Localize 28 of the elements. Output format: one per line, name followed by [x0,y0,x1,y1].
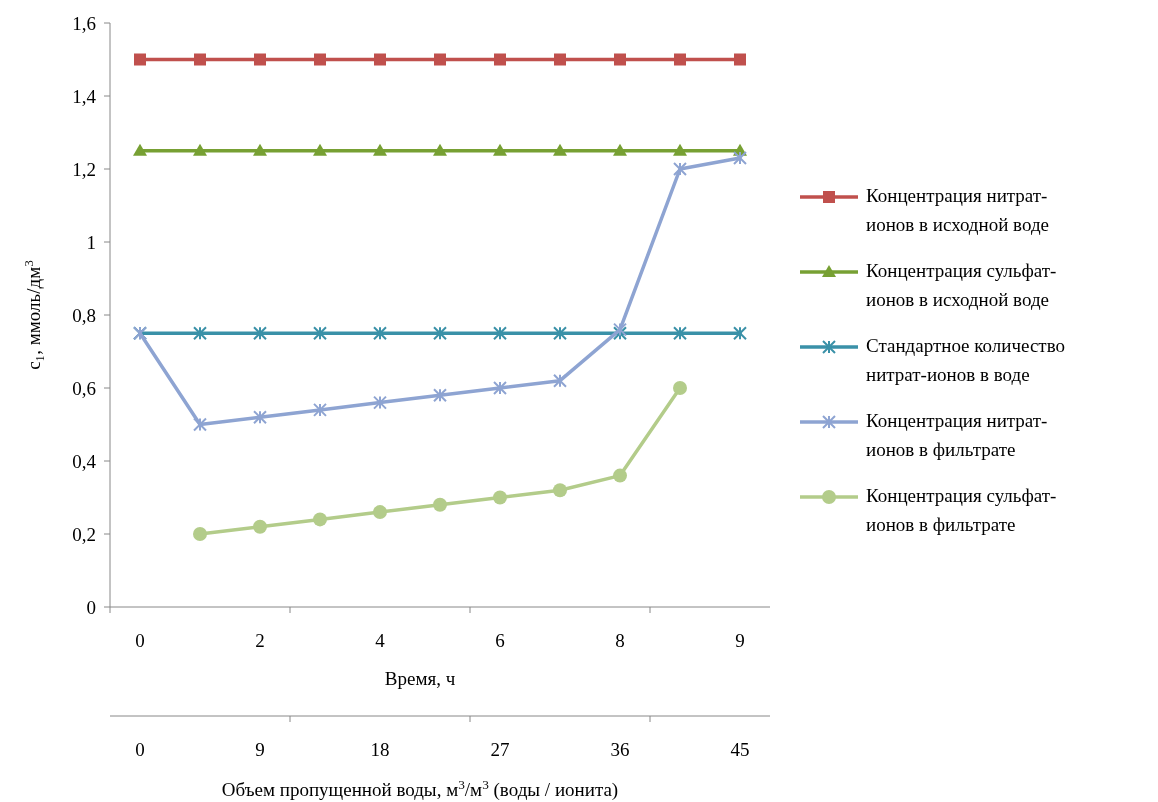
y-tick-label: 0,4 [72,450,97,472]
legend-label: Концентрация нитрат-ионов в исходной воде [866,185,1050,235]
x2-tick-label: 27 [490,739,510,760]
x-tick-label: 8 [615,630,625,651]
y-tick-label: 0,8 [72,304,96,326]
legend-label: Концентрация сульфат-ионов в исходной воде [866,260,1057,310]
legend-label: Концентрация нитрат-ионов в фильтрате [866,410,1048,460]
y-tick-label: 0,6 [72,377,96,399]
legend-label: Концентрация сульфат-ионов в фильтрате [866,485,1057,535]
legend-label: Стандартное количество нитрат-ионов в воде [866,335,1065,385]
y-tick-label: 0 [86,596,96,618]
y-tick-label: 1,4 [72,85,97,107]
y-tick-label: 1,2 [72,158,96,180]
x2-tick-label: 9 [255,739,265,760]
x2-tick-label: 0 [135,739,145,760]
x2-tick-label: 45 [730,739,750,760]
y-tick-label: 1,6 [72,12,96,34]
x-axis-title: Время, ч [384,668,456,689]
x-tick-label: 9 [735,630,745,651]
x2-tick-label: 18 [370,739,390,760]
x2-axis-title: Объем пропущенной воды, м$^{3}$/м$^{3}$ (воды / ионита) [221,776,619,801]
x2-tick-label: 36 [610,739,630,760]
x-tick-label: 4 [375,630,386,651]
y-tick-label: 1 [86,231,96,253]
x-tick-label: 0 [135,630,145,651]
x-tick-label: 2 [255,630,265,651]
y-tick-label: 0,2 [72,523,96,545]
x-tick-label: 6 [495,630,505,651]
